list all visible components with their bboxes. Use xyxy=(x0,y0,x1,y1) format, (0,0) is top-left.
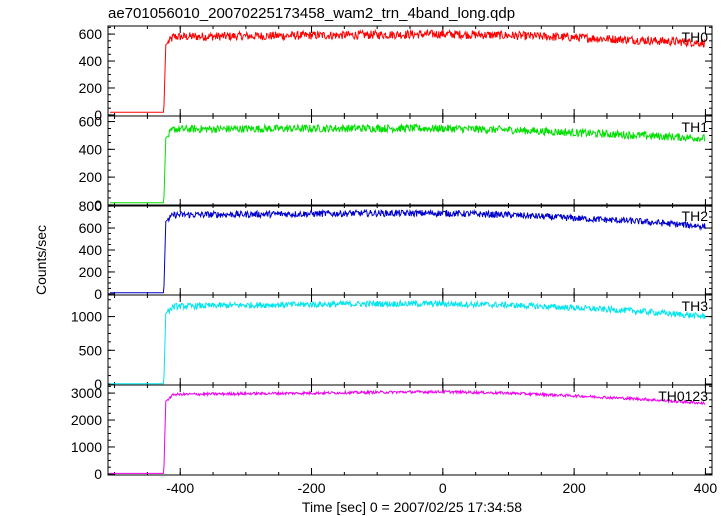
y-tick-label: 3000 xyxy=(71,385,102,401)
x-tick-label: 400 xyxy=(694,480,718,496)
y-tick-label: 2000 xyxy=(71,412,102,428)
panel-th2: 0 200 400 600 800 TH2 xyxy=(79,198,713,302)
y-tick-label: 0 xyxy=(94,466,102,482)
y-tick-label: 200 xyxy=(79,169,103,185)
y-tick-label: 1000 xyxy=(71,309,102,325)
x-axis-label: Time [sec] 0 = 2007/02/25 17:34:58 xyxy=(302,499,522,515)
series-name: TH2 xyxy=(682,208,709,224)
series-line-th0123 xyxy=(110,388,706,474)
y-tick-label: 600 xyxy=(79,26,103,42)
y-tick-label: 500 xyxy=(79,342,103,358)
y-tick-label: 0 xyxy=(94,286,102,302)
x-tick-label: 200 xyxy=(562,480,586,496)
y-tick-label: 600 xyxy=(79,114,103,130)
series-name: TH0 xyxy=(682,29,709,45)
x-axis: -400 -200 0 200 400 xyxy=(166,480,717,496)
y-tick-label: 400 xyxy=(79,53,103,69)
y-tick-label: 0 xyxy=(94,197,102,213)
panel-th0: 0 200 400 600 TH0 xyxy=(79,25,713,123)
panel-th0123: 0 1000 2000 3000 TH0123 xyxy=(71,384,713,482)
x-tick-label: 0 xyxy=(439,480,447,496)
panel-th1: 0 200 400 600 TH1 xyxy=(79,114,713,213)
panel-th3: 0 500 1000 TH3 xyxy=(71,294,713,392)
y-tick-label: 0 xyxy=(94,107,102,123)
x-tick-label: -200 xyxy=(298,480,326,496)
series-name: TH1 xyxy=(682,119,709,135)
y-tick-label: 200 xyxy=(79,264,103,280)
series-line-th2 xyxy=(110,208,706,294)
x-tick-label: -400 xyxy=(166,480,194,496)
series-name: TH0123 xyxy=(658,388,708,404)
y-tick-label: 800 xyxy=(79,198,103,214)
series-line-th0 xyxy=(110,28,706,113)
y-tick-label: 400 xyxy=(79,141,103,157)
chart-title: ae701056010_20070225173458_wam2_trn_4ban… xyxy=(108,5,515,22)
panels: 0 200 400 600 TH0 0 200 400 600 TH1 0 200 400 600 800 T… xyxy=(71,25,713,482)
y-tick-label: 1000 xyxy=(71,439,102,455)
series-line-th3 xyxy=(110,299,706,385)
y-axis-label: Counts/sec xyxy=(33,225,49,295)
series-name: TH3 xyxy=(682,298,709,314)
y-tick-label: 600 xyxy=(79,220,103,236)
series-line-th1 xyxy=(110,122,706,204)
y-tick-label: 400 xyxy=(79,242,103,258)
y-tick-label: 200 xyxy=(79,80,103,96)
y-tick-label: 0 xyxy=(94,376,102,392)
